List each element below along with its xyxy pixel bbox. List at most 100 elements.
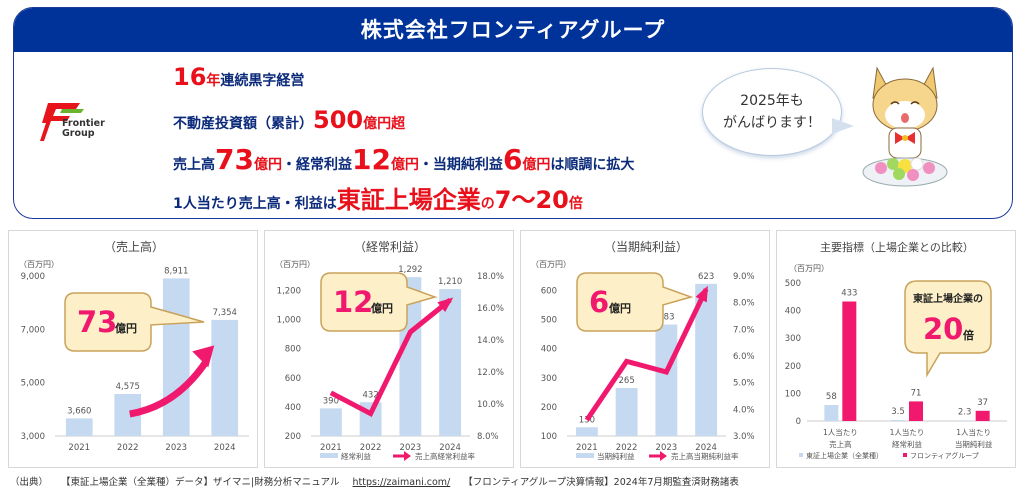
highlight-text: 億円 — [253, 157, 282, 173]
callout-box — [904, 280, 992, 378]
y-tick-label: 5,000 — [21, 379, 45, 389]
highlight-item: 16年連続黒字経営 — [173, 63, 304, 91]
x-tick-label: 2022 — [616, 443, 638, 453]
y-tick-label: 7,000 — [21, 325, 45, 335]
y2-tick-label: 8.0% — [733, 299, 755, 309]
bar — [695, 283, 718, 436]
frontier-group-logo: Frontier Group — [40, 97, 120, 147]
callout-unit: 億円 — [609, 301, 631, 315]
y-tick-label: 300 — [541, 374, 557, 384]
x-tick-label: 当期純利益 — [955, 439, 993, 449]
logo-text: Frontier Group — [62, 118, 105, 139]
x-tick-label: 2022 — [360, 443, 382, 453]
legend-swatch-bar — [320, 453, 338, 458]
highlight-item: 不動産投資額（累計）500億円超 — [173, 106, 405, 134]
legend-label-bar: 当期純利益 — [597, 451, 635, 461]
y-tick-label: 600 — [541, 287, 557, 297]
y-tick-label: 200 — [541, 403, 557, 413]
bar-value-label: 3.5 — [891, 407, 905, 417]
highlight-text: 6 — [502, 143, 523, 176]
bar — [439, 289, 462, 436]
bar-value-label: 1,210 — [438, 277, 462, 287]
highlight-text: 売上高 — [173, 157, 215, 173]
callout-number: 12 — [333, 285, 373, 319]
bar — [162, 278, 190, 436]
y2-tick-label: 7.0% — [733, 325, 755, 335]
net-profit-chart: （当期純利益） （百万円） 100 200 300 400 500 600 3.0% 4.0% 5.… — [531, 240, 755, 461]
y2-tick-label: 5.0% — [733, 379, 755, 389]
callout — [320, 272, 438, 332]
bar — [975, 410, 990, 421]
y2-tick-label: 18.0% — [477, 272, 504, 282]
highlight-text: 倍 — [568, 196, 583, 212]
bar — [824, 404, 839, 421]
highlight-text: ・当期純利益 — [418, 157, 503, 173]
bar-value-label: 433 — [841, 288, 857, 298]
x-tick-label: 1人当たり — [890, 427, 925, 437]
x-tick-label: 2024 — [439, 443, 461, 453]
legend-swatch-bar — [576, 453, 594, 458]
highlight-text: 500 — [313, 106, 364, 134]
y-tick-label: 9,000 — [21, 272, 45, 282]
callout-unit: 倍 — [963, 328, 974, 342]
legend-swatch-frontier — [903, 453, 907, 457]
x-tick-label: 2023 — [400, 443, 422, 453]
bar-value-label: 3,660 — [67, 406, 91, 416]
logo-mark-icon — [40, 103, 84, 141]
y2-tick-label: 8.0% — [477, 432, 499, 442]
bar-value-label: 265 — [619, 376, 635, 386]
legend-label-bar: 経常利益 — [341, 451, 371, 461]
highlight-text: 不動産投資額（累計） — [173, 116, 313, 132]
highlight-text: ・経常利益 — [281, 157, 352, 173]
comparison-chart: 主要指標（上場企業との比較） （百万円） 0 100 200 300 400 500 58 433… — [785, 240, 1007, 460]
bar — [615, 388, 638, 436]
x-tick-label: 1人当たり — [956, 427, 991, 437]
x-tick-label: 2022 — [117, 443, 139, 453]
highlight-text: 73 — [215, 143, 254, 176]
bar-value-label: 37 — [977, 398, 988, 408]
zaimani-link[interactable]: https://zaimani.com/ — [352, 477, 451, 488]
y-tick-label: 400 — [785, 307, 801, 317]
source-label: （出典） — [10, 477, 49, 488]
net-profit-chart-panel: （当期純利益） （百万円） 100 200 300 400 500 600 3.0% 4.0% 5.… — [520, 230, 770, 468]
bar — [909, 401, 923, 421]
chart-title: 主要指標（上場企業との比較） — [820, 240, 974, 254]
y-tick-label: 1,200 — [277, 287, 301, 297]
bar — [211, 319, 239, 436]
y2-tick-label: 9.0% — [733, 272, 755, 282]
source-frontier: 【フロンティアグループ決算情報】2024年7月期監査済財務諸表 — [463, 477, 739, 488]
bar-value-label: 483 — [658, 313, 674, 323]
highlight-text: は順調に拡大 — [550, 157, 635, 173]
bar-value-label: 1,292 — [398, 265, 422, 275]
legend-label-frontier: フロンティアグループ — [910, 451, 979, 460]
y2-tick-label: 4.0% — [733, 405, 755, 415]
y-tick-label: 200 — [785, 362, 801, 372]
highlight-text: 年 — [206, 73, 221, 89]
speech-bubble: 2025年も がんばります！ — [702, 68, 842, 156]
sales-chart-panel: （売上高） （百万円） 3,000 5,000 7,000 9,000 3,660 2021 4… — [8, 230, 258, 468]
chart-title: （売上高） — [104, 239, 164, 254]
y-tick-label: 300 — [785, 334, 801, 344]
bar — [319, 408, 342, 436]
bar — [891, 420, 905, 421]
speech-bubble-tail — [832, 118, 854, 134]
y-tick-label: 500 — [541, 316, 557, 326]
ordinary-profit-chart-panel: （経常利益） （百万円） 200 400 600 800 1,000 1,200 8.0% 10.… — [264, 230, 514, 468]
bar — [65, 418, 93, 436]
legend-swatch-tse — [799, 453, 803, 457]
ratio-line-arrowhead — [695, 285, 708, 303]
legend-label-line: 売上高経常利益率 — [415, 451, 475, 461]
x-tick-label: 1人当たり — [823, 427, 858, 437]
cat-mascot-icon — [862, 66, 948, 187]
highlight-text: 12 — [351, 143, 391, 176]
y-tick-label: 600 — [285, 374, 301, 384]
callout — [576, 272, 694, 332]
ordinary-profit-chart: （経常利益） （百万円） 200 400 600 800 1,000 1,200 8.0% 10.… — [275, 240, 504, 461]
y2-tick-label: 16.0% — [477, 304, 504, 314]
highlight-text: 億円 — [390, 157, 419, 173]
bar-value-label: 8,911 — [164, 266, 188, 276]
callout-unit: 億円 — [115, 321, 137, 335]
bar — [842, 301, 857, 421]
highlight-text: の — [480, 196, 495, 212]
y-tick-label: 100 — [785, 389, 801, 399]
